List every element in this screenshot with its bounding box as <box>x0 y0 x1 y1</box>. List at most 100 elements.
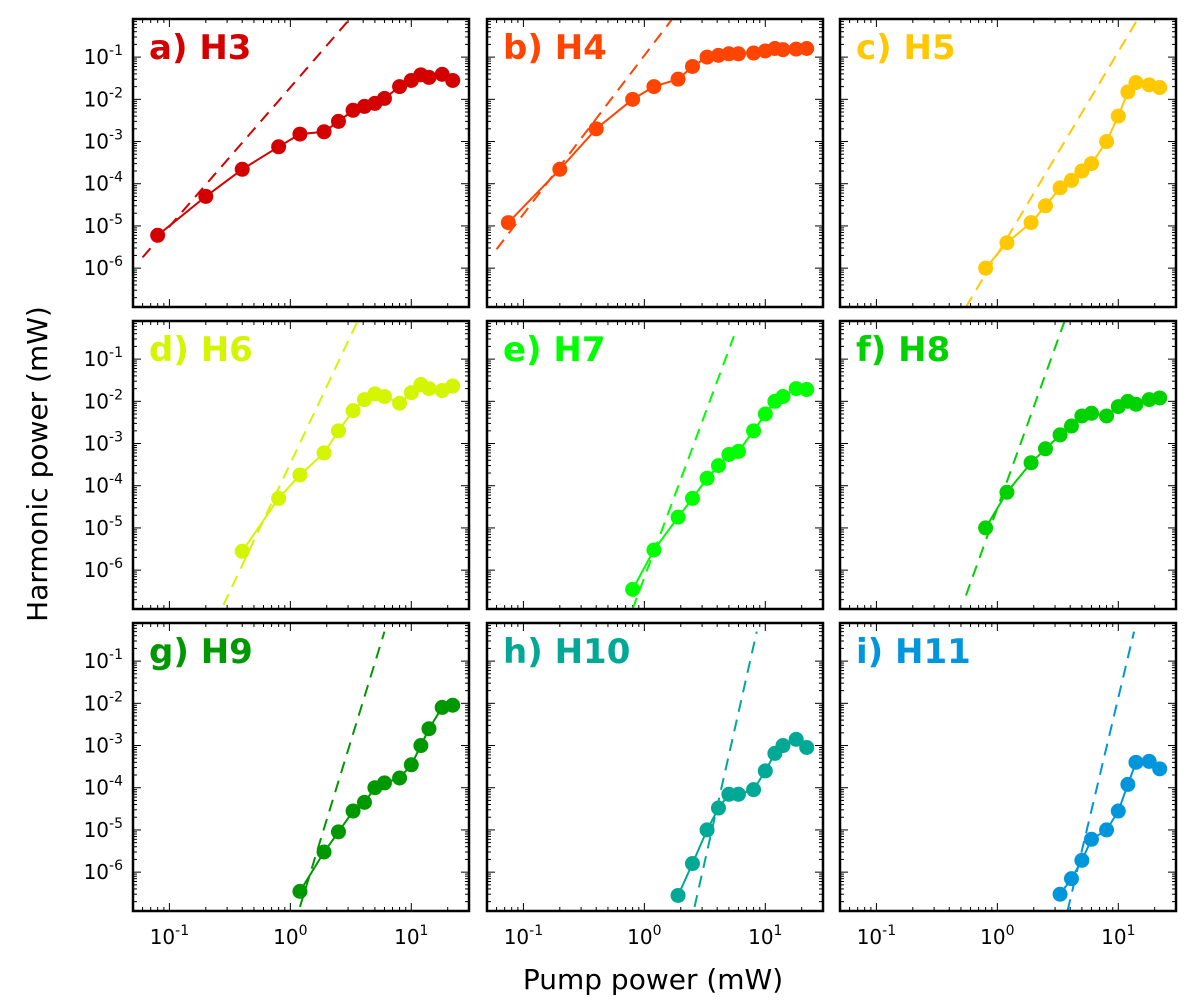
data-point <box>699 49 715 65</box>
data-point <box>699 822 715 838</box>
panel-h10: h) H10 10-1 100 101 <box>485 621 825 949</box>
data-point <box>1120 776 1136 792</box>
y-tick-label: 10-6 <box>84 556 124 582</box>
data-point <box>150 227 166 243</box>
data-point <box>710 800 726 816</box>
data-point <box>330 824 346 840</box>
data-point <box>710 458 726 474</box>
series-line <box>677 738 808 896</box>
panel-frame <box>838 319 1178 611</box>
data-point <box>730 46 746 62</box>
fit-line <box>141 19 351 259</box>
data-point <box>445 697 461 713</box>
panel-frame <box>838 621 1178 913</box>
series-line <box>984 397 1160 529</box>
series-line <box>631 387 807 590</box>
data-point <box>1152 761 1168 777</box>
data-point <box>978 260 994 276</box>
data-point <box>684 490 700 506</box>
panel-h5: c) H5 <box>838 17 1178 309</box>
data-point <box>356 794 372 810</box>
data-point <box>376 389 392 405</box>
data-point <box>746 782 762 798</box>
fit-line <box>222 321 359 606</box>
data-point <box>799 739 815 755</box>
y-tick-label: 10-3 <box>84 430 123 456</box>
data-point <box>1052 427 1068 443</box>
data-point <box>757 406 773 422</box>
data-point <box>345 403 361 419</box>
data-point <box>198 188 214 204</box>
data-point <box>1083 405 1099 421</box>
data-point <box>445 378 461 394</box>
y-tick-label: 10-5 <box>84 514 123 540</box>
data-point <box>1063 172 1079 188</box>
data-point <box>552 161 568 177</box>
panel-h7: e) H7 <box>485 319 825 611</box>
data-point <box>684 856 700 872</box>
y-tick-label: 10-6 <box>84 254 124 280</box>
data-point <box>730 443 746 459</box>
panel-frame <box>131 17 471 309</box>
data-point <box>999 484 1015 500</box>
fit-line <box>495 19 674 250</box>
data-point <box>413 738 429 754</box>
data-point <box>234 543 250 559</box>
x-tick-label: 101 <box>748 923 782 949</box>
x-axis-title: Pump power (mW) <box>523 963 783 996</box>
y-tick-label: 10-4 <box>84 170 124 196</box>
fit-line <box>631 335 735 609</box>
data-point <box>1099 408 1115 424</box>
panel-label: b) H4 <box>503 28 607 68</box>
series-line <box>507 47 807 224</box>
data-point <box>799 382 815 398</box>
data-point <box>1023 215 1039 231</box>
data-point <box>746 423 762 439</box>
data-point <box>330 113 346 129</box>
data-point <box>292 467 308 483</box>
data-point <box>588 121 604 137</box>
tick-marks <box>839 18 1177 307</box>
panel-label: h) H10 <box>503 632 630 672</box>
data-point <box>330 423 346 439</box>
y-tick-label: 10-4 <box>84 472 124 498</box>
data-point <box>271 490 287 506</box>
data-point <box>646 542 662 558</box>
panel-h11: i) H11 10-1 100 101 <box>838 621 1178 949</box>
fit-line <box>965 321 1066 596</box>
data-point <box>1023 455 1039 471</box>
data-point <box>1037 441 1053 457</box>
panel-frame <box>131 319 471 611</box>
y-tick-label: 10-2 <box>84 85 123 111</box>
panel-label: e) H7 <box>503 330 606 370</box>
y-tick-label: 10-6 <box>84 858 124 884</box>
data-point <box>421 69 437 85</box>
data-point <box>292 883 308 899</box>
y-tick-label: 10-5 <box>84 212 123 238</box>
data-point <box>978 520 994 536</box>
data-point <box>746 45 762 61</box>
data-point <box>376 775 392 791</box>
data-point <box>1128 396 1144 412</box>
data-point <box>788 731 804 747</box>
data-point <box>1052 180 1068 196</box>
data-point <box>421 721 437 737</box>
data-point <box>775 389 791 405</box>
data-point <box>1083 831 1099 847</box>
panel-label: c) H5 <box>856 28 956 68</box>
data-point <box>316 445 332 461</box>
y-tick-label: 10-4 <box>84 774 124 800</box>
data-point <box>392 770 408 786</box>
data-point <box>403 757 419 773</box>
fit-line <box>693 631 758 908</box>
data-point <box>271 139 287 155</box>
data-point <box>999 235 1015 251</box>
y-axis-title: Harmonic power (mW) <box>21 306 54 622</box>
series-line <box>157 73 454 237</box>
data-point <box>392 395 408 411</box>
data-point <box>699 470 715 486</box>
data-point <box>392 79 408 95</box>
fit-line <box>965 19 1139 307</box>
data-point <box>775 738 791 754</box>
